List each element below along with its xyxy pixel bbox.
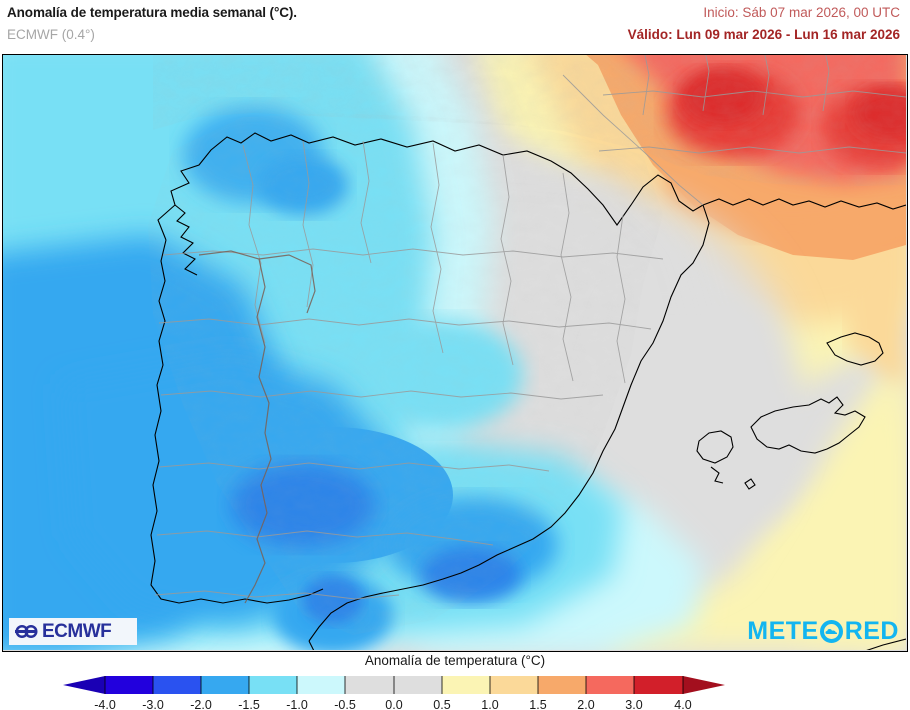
map-viewport[interactable]: ECMWF METE RED <box>2 54 908 652</box>
colorbar-tick-label: 3.0 <box>625 698 643 710</box>
colorbar-tick-label: -3.0 <box>142 698 164 710</box>
coastline-layer <box>150 132 906 650</box>
colorbar-band <box>394 676 442 694</box>
colorbar-legend: Anomalía de temperatura (°C) -4.0 -3.0 -2.… <box>0 652 910 710</box>
colorbar-band <box>249 676 297 694</box>
colorbar-tick-label: 0.0 <box>385 698 403 710</box>
colorbar-band <box>442 676 490 694</box>
map-layers <box>3 55 906 650</box>
colorbar-tick-label: 1.0 <box>481 698 499 710</box>
colorbar-band <box>586 676 634 694</box>
ecmwf-logo-text: ECMWF <box>42 621 112 642</box>
colorbar-band <box>634 676 683 694</box>
colorbar-tick-label: -1.5 <box>238 698 260 710</box>
colorbar-tick-label: 0.5 <box>433 698 451 710</box>
colorbar-svg <box>63 676 725 694</box>
map-header: Anomalía de temperatura media semanal (°… <box>0 0 910 52</box>
colorbar-title: Anomalía de temperatura (°C) <box>364 653 546 668</box>
province-border-layer <box>154 55 906 600</box>
colorbar-band <box>490 676 538 694</box>
colorbar-tick-label: 4.0 <box>674 698 692 710</box>
colorbar-band <box>201 676 249 694</box>
meteored-logo[interactable]: METE RED <box>747 617 899 645</box>
meteored-logo-text-right: RED <box>844 616 899 645</box>
map-raster <box>3 55 906 650</box>
colorbar-tick-label: -0.5 <box>334 698 356 710</box>
run-init-label: Inicio: Sáb 07 mar 2026, 00 UTC <box>703 5 900 20</box>
shaded-relief-iberia <box>148 113 663 635</box>
national-border-layer <box>198 250 316 604</box>
colorbar-tick-label: -2.0 <box>190 698 212 710</box>
colorbar-tick-label: 1.5 <box>529 698 547 710</box>
meteored-cloud-o-icon <box>819 619 844 643</box>
model-label: ECMWF (0.4°) <box>7 27 95 42</box>
colorbar-band <box>538 676 586 694</box>
temperature-anomaly-map[interactable] <box>3 55 906 650</box>
colorbar-over-arrow <box>683 676 725 694</box>
colorbar-band <box>345 676 394 694</box>
colorbar-band <box>297 676 345 694</box>
colorbar-tick-label: -1.0 <box>286 698 308 710</box>
colorbar-band <box>153 676 201 694</box>
valid-period-label: Válido: Lun 09 mar 2026 - Lun 16 mar 202… <box>627 27 900 42</box>
colorbar-band <box>105 676 153 694</box>
colorbar-tick-label: -4.0 <box>94 698 116 710</box>
page-title: Anomalía de temperatura media semanal (°… <box>7 5 297 20</box>
colorbar-tick-label: 2.0 <box>577 698 595 710</box>
meteored-logo-text-left: METE <box>747 616 819 645</box>
colorbar-tick-labels: -4.0 -3.0 -2.0 -1.5 -1.0 -0.5 0.0 0.5 1.0 1.5 2.0 3… <box>0 698 910 710</box>
colorbar-under-arrow <box>63 676 105 694</box>
colorbar-strip[interactable] <box>0 674 910 698</box>
ecmwf-logo: ECMWF <box>9 618 137 645</box>
ecmwf-emblem-icon <box>15 625 38 638</box>
